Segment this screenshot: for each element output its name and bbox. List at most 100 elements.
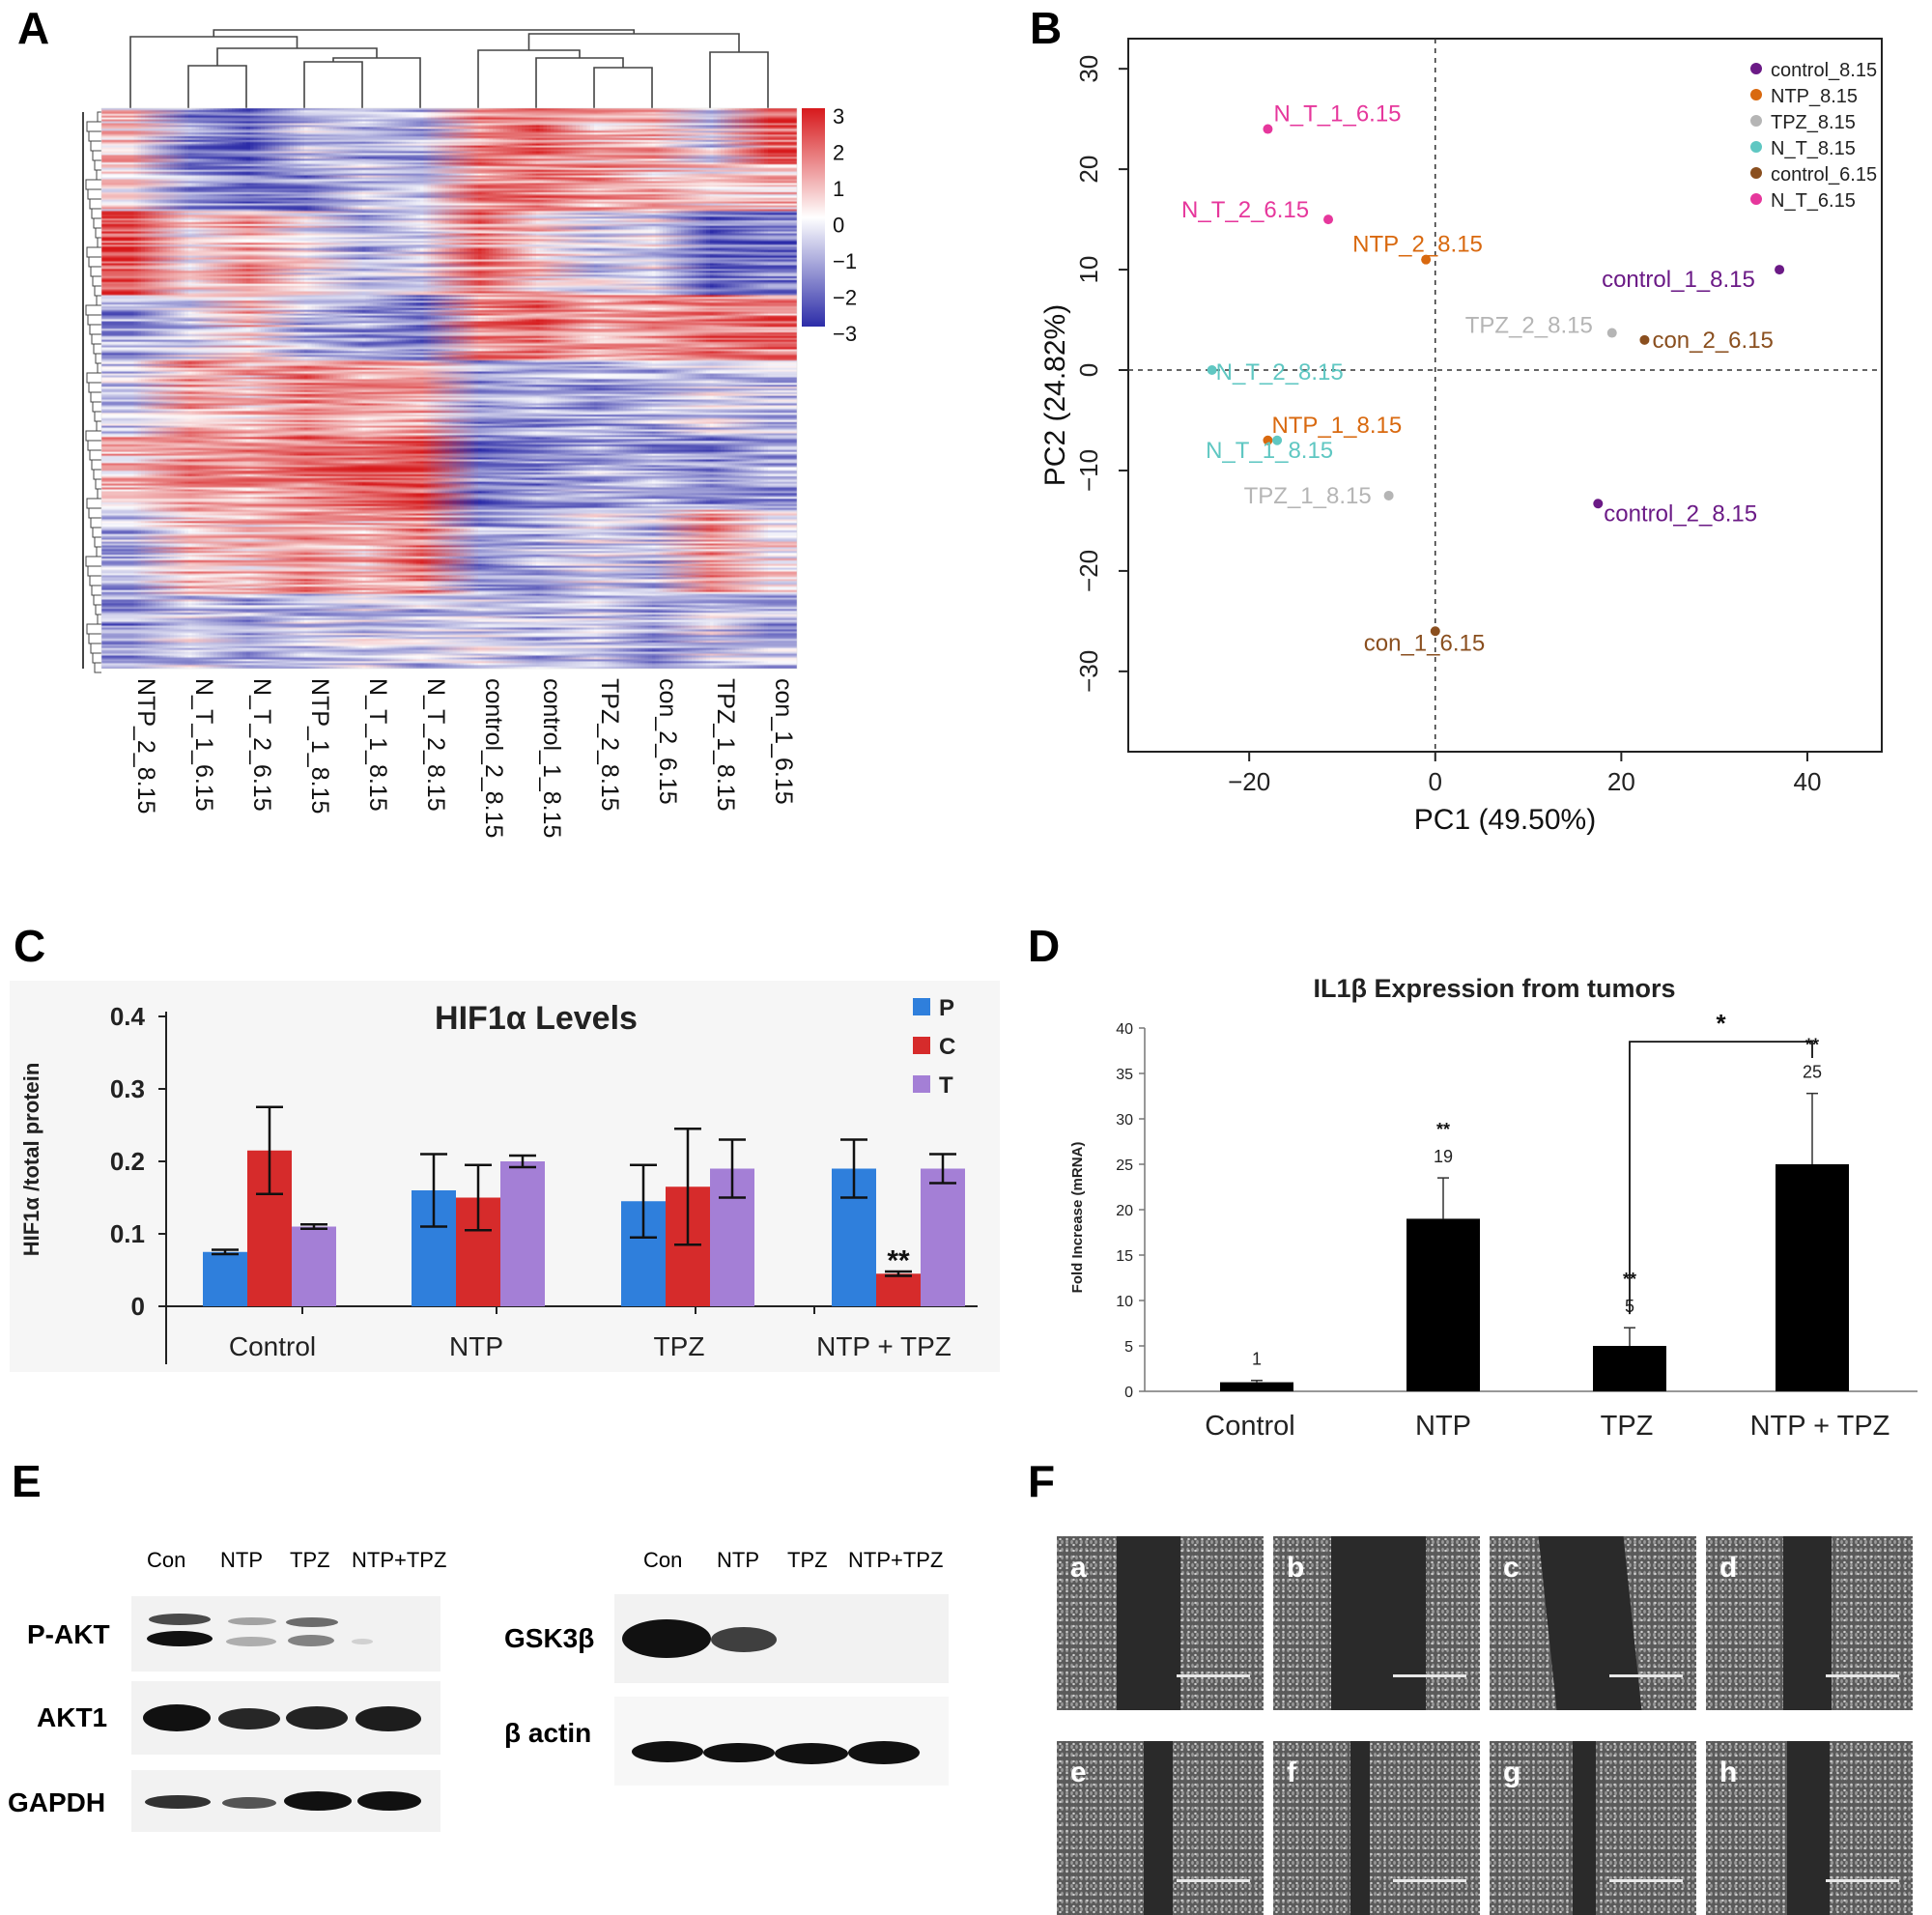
pca-legend-marker [1750, 63, 1762, 74]
il1b-bar [1220, 1382, 1293, 1391]
il1b-x-tick-label: NTP + TPZ [1750, 1411, 1890, 1442]
micrograph-scratch-gap [1144, 1741, 1173, 1915]
dendrogram-link [535, 57, 624, 108]
pca-x-tick-label: −20 [1228, 767, 1270, 796]
il1b-y-tick-label: 15 [1116, 1248, 1133, 1265]
lane-label-ntp-tpz: NTP+TPZ [352, 1548, 447, 1572]
pca-point [1430, 626, 1440, 637]
heatmap-sample-label: TPZ_2_8.15 [596, 678, 623, 812]
scale-bar [1826, 1674, 1899, 1677]
blot-akt1 [131, 1681, 440, 1755]
il1b-value-label: 25 [1803, 1063, 1822, 1082]
micrograph-cell-texture [1273, 1741, 1480, 1915]
hif1a-significance: ** [887, 1244, 910, 1276]
heatmap-sample-label: control_1_8.15 [538, 678, 565, 838]
il1b-bracket-label: * [1716, 1009, 1726, 1038]
micrograph-label: f [1287, 1757, 1296, 1788]
pca-plot-frame [1127, 38, 1883, 753]
hif1a-bar [500, 1161, 545, 1306]
hif1a-legend-label: P [939, 995, 954, 1021]
il1b-y-tick-label: 40 [1116, 1021, 1133, 1038]
micrograph-scratch-gap [1787, 1741, 1830, 1915]
micrograph-label: e [1070, 1757, 1087, 1788]
hif1a-bar [876, 1273, 921, 1306]
pca-legend-marker [1750, 167, 1762, 179]
micrograph-label: d [1719, 1552, 1738, 1584]
hif1a-legend-label: T [939, 1072, 953, 1099]
blot-b-actin [614, 1697, 949, 1786]
hif1a-x-tick-label: TPZ [654, 1331, 705, 1361]
heatmap-figure: 3 2 1 0 −1 −2 −3 NTP_2_8.15 N_T_1_6.15 N_T_2_6.1… [82, 29, 857, 838]
micrograph-label: c [1503, 1552, 1520, 1584]
il1b-y-tick-label: 25 [1116, 1158, 1133, 1174]
pca-legend-label: TPZ_8.15 [1771, 112, 1856, 133]
il1b-chart: IL1β Expression from tumors Fold Increas… [1069, 974, 1918, 1442]
pca-point [1272, 435, 1283, 445]
hif1a-legend-label: C [939, 1034, 955, 1060]
il1b-y-tick-label: 10 [1116, 1294, 1133, 1310]
hif1a-legend-swatch [913, 998, 930, 1015]
panel-label-c: C [14, 921, 46, 971]
il1b-value-label: 1 [1252, 1350, 1262, 1369]
heatmap-scale-tick: −1 [833, 249, 857, 273]
pca-legend-marker [1750, 115, 1762, 127]
panel-label-a: A [17, 3, 50, 53]
scale-bar [1609, 1879, 1683, 1882]
il1b-x-tick-label: TPZ [1601, 1411, 1654, 1442]
micrograph-scratch-gap [1538, 1536, 1642, 1710]
pca-point-label: N_T_1_6.15 [1273, 101, 1401, 128]
pca-y-tick-label: 0 [1074, 363, 1103, 377]
pca-point [1639, 334, 1650, 345]
heatmap-sample-label: NTP_1_8.15 [306, 678, 333, 814]
dendrogram-link [213, 29, 636, 37]
pca-point-label: con_1_6.15 [1364, 630, 1485, 656]
il1b-significance-bracket [1629, 1041, 1813, 1315]
lane-label-ntp: NTP [220, 1548, 263, 1572]
dendrogram-link [527, 33, 740, 52]
pca-x-axis-label: PC1 (49.50%) [1414, 804, 1596, 836]
pca-x-tick-label: 0 [1429, 767, 1442, 796]
il1b-bar [1406, 1218, 1480, 1391]
hif1a-chart: HIF1α Levels HIF1α /total protein 0 0.1 0.… [10, 981, 1000, 1372]
heatmap-scale-tick: 2 [833, 141, 844, 165]
scale-bar [1826, 1879, 1899, 1882]
pca-point [1593, 499, 1604, 509]
micrograph-g: g [1490, 1741, 1696, 1915]
il1b-x-tick-label: Control [1205, 1411, 1295, 1442]
blot-gsk3b [614, 1594, 949, 1683]
hif1a-bar [292, 1226, 336, 1306]
heatmap-grid [101, 108, 797, 669]
blot-label-gsk3b: GSK3β [504, 1623, 595, 1653]
blot-gapdh [131, 1770, 440, 1832]
scale-bar [1393, 1879, 1466, 1882]
scale-bar [1177, 1879, 1250, 1882]
scale-bar [1393, 1674, 1466, 1677]
pca-point-label: control_2_8.15 [1604, 500, 1757, 527]
micrograph-scratch-gap [1350, 1741, 1370, 1915]
hif1a-bar [203, 1251, 247, 1306]
pca-point-label: con_2_6.15 [1652, 328, 1773, 354]
micrograph-scratch-gap [1783, 1536, 1832, 1710]
pca-y-tick-label: 30 [1074, 55, 1103, 83]
pca-point [1606, 328, 1617, 338]
pca-point [1323, 214, 1334, 225]
hif1a-x-tick-label: NTP [449, 1331, 503, 1361]
panel-label-f: F [1028, 1456, 1056, 1506]
hif1a-y-tick-label: 0.2 [110, 1147, 145, 1176]
pca-point [1421, 254, 1432, 265]
panel-label-b: B [1030, 3, 1063, 53]
heatmap-sample-label: N_T_1_6.15 [190, 678, 217, 812]
lane-label-ntp-right: NTP [717, 1548, 759, 1572]
hif1a-bar [921, 1168, 965, 1306]
micrograph-scratch-gap [1573, 1741, 1596, 1915]
pca-point-label: control_1_8.15 [1602, 267, 1755, 293]
dendrogram-link [709, 51, 769, 108]
il1b-value-label: 19 [1434, 1147, 1453, 1166]
dendrogram-link [303, 61, 363, 108]
micrograph-d: d [1706, 1536, 1913, 1710]
heatmap-scale-tick: −2 [833, 286, 857, 310]
micrograph-label: b [1287, 1552, 1305, 1584]
hif1a-legend-swatch [913, 1075, 930, 1093]
pca-legend-label: NTP_8.15 [1771, 86, 1858, 107]
